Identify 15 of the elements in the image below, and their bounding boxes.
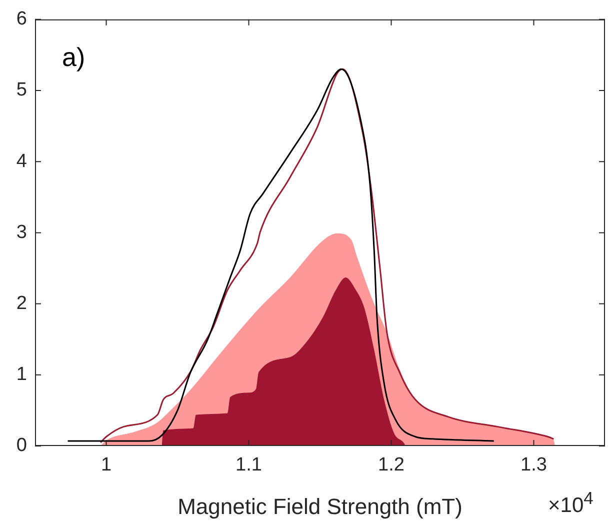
x-tick-label: 1.3 [520,454,547,476]
x-tick-label: 1.1 [236,454,262,476]
x-tick-label: 1 [100,454,112,476]
text: ×10$^{4}$ [548,488,594,518]
y-tick-label: 4 [16,150,28,172]
x-tick-label: 1.2 [378,454,404,476]
x-axis-title: Magnetic Field Strength (mT) [178,494,462,519]
annotation: a) [62,42,86,73]
y-tick-label: 2 [16,293,27,314]
y-tick-label: 6 [16,8,27,30]
y-tick-label: 5 [16,80,27,101]
line-series [100,68,554,444]
y-tick-label: 0 [16,435,27,456]
y-tick-label: 1 [16,364,27,386]
y-tick-label: 3 [16,222,27,243]
